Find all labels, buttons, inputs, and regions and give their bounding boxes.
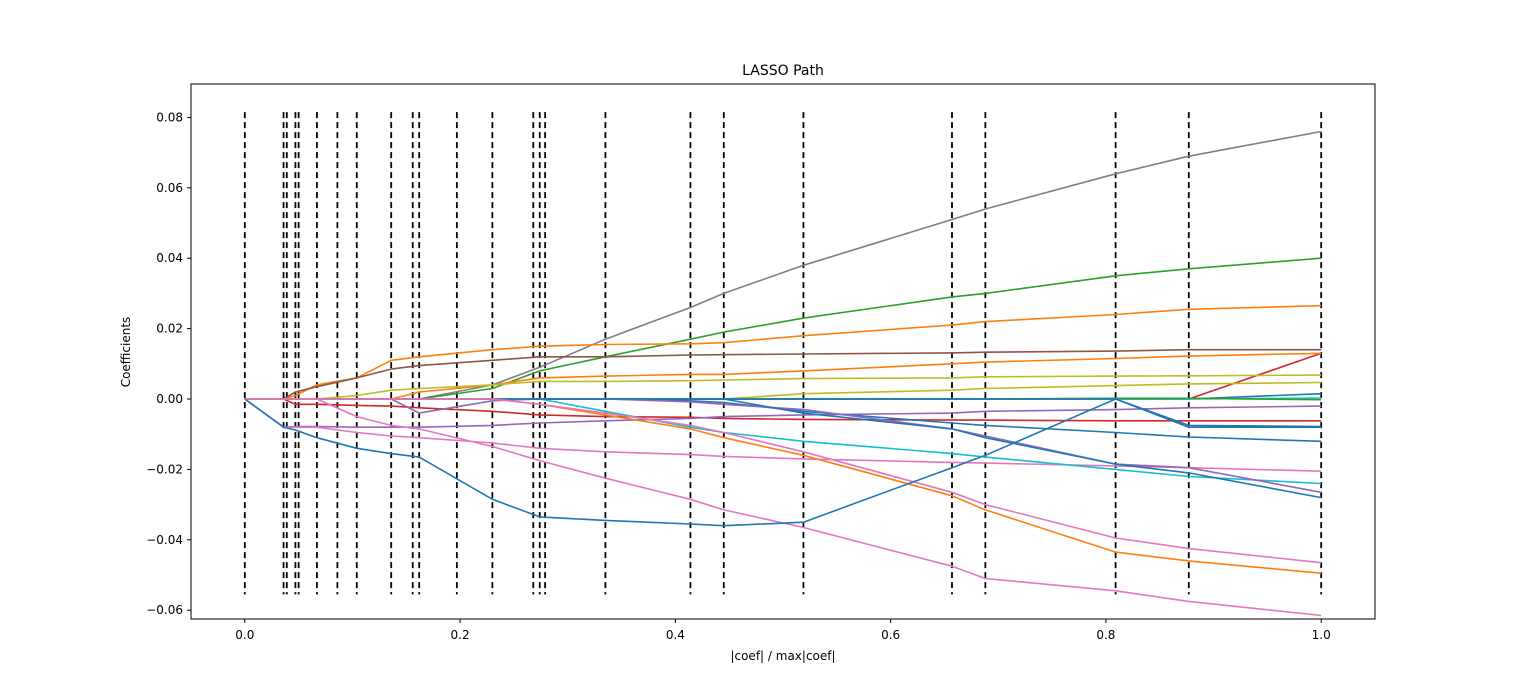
series-line-15	[244, 398, 1322, 472]
y-tick-label-6: −0.04	[146, 533, 183, 547]
series-line-3	[244, 348, 1322, 400]
x-tick-label-0: 0.0	[235, 628, 254, 642]
y-tick-label-1: 0.06	[156, 181, 183, 195]
x-tick-label-5: 1.0	[1312, 628, 1331, 642]
chart-title: LASSO Path	[742, 63, 824, 79]
series-line-22	[244, 398, 1322, 527]
axes-frame	[190, 83, 1376, 620]
series-line-21	[244, 398, 1322, 564]
plot-area	[243, 112, 1323, 617]
x-axis: 0.0 0.2 0.4 0.6 0.8 1.0	[235, 619, 1331, 642]
y-axis: 0.08 0.06 0.04 0.02 0.00 −0.02 −0.04 −0.06	[146, 110, 191, 617]
y-tick-label-0: 0.08	[156, 110, 183, 124]
series-line-11	[244, 398, 1322, 422]
y-tick-label-2: 0.04	[156, 251, 183, 265]
x-axis-label: |coef| / max|coef|	[730, 649, 835, 663]
x-tick-label-1: 0.2	[451, 628, 470, 642]
x-tick-label-3: 0.6	[881, 628, 900, 642]
y-tick-label-7: −0.06	[146, 603, 183, 617]
series-line-2	[244, 304, 1322, 400]
y-tick-label-4: 0.00	[156, 392, 183, 406]
x-tick-label-4: 0.8	[1096, 628, 1115, 642]
x-tick-label-2: 0.4	[666, 628, 685, 642]
y-tick-label-5: −0.02	[146, 462, 183, 476]
y-axis-label: Coefficients	[119, 317, 133, 388]
y-tick-label-3: 0.02	[156, 322, 183, 336]
